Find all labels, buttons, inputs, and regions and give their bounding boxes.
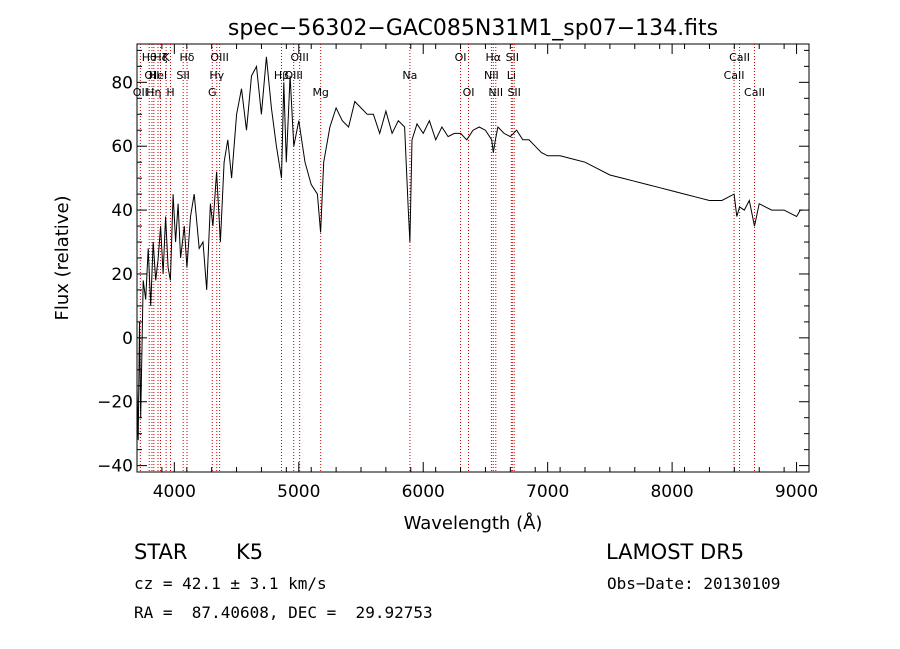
x-tick-label: 6000 bbox=[402, 482, 445, 502]
line-label: SII bbox=[506, 51, 519, 64]
x-tick-label: 9000 bbox=[775, 482, 818, 502]
line-label: H bbox=[166, 86, 174, 99]
x-axis-label: Wavelength (Å) bbox=[404, 512, 543, 534]
y-tick-label: −40 bbox=[97, 457, 133, 477]
y-tick-label: −20 bbox=[97, 393, 133, 413]
x-axis-ticks: 4000 5000 6000 7000 8000 9000 bbox=[136, 44, 818, 502]
line-label: OI bbox=[463, 86, 475, 99]
y-tick-label: 0 bbox=[122, 329, 133, 349]
object-subclass: K5 bbox=[236, 540, 264, 564]
spectrum-line bbox=[136, 56, 803, 441]
line-label: Hθ bbox=[142, 51, 157, 64]
line-label: Hβ bbox=[274, 69, 289, 82]
y-axis-label: Flux (relative) bbox=[52, 195, 73, 320]
line-label: Hη bbox=[146, 86, 161, 99]
line-label: Hγ bbox=[209, 69, 224, 82]
x-tick-label: 7000 bbox=[526, 482, 569, 502]
line-label: Hα bbox=[486, 51, 502, 64]
line-label: HeI bbox=[149, 69, 167, 82]
y-tick-label: 20 bbox=[111, 265, 133, 285]
survey-name: LAMOST DR5 bbox=[606, 540, 745, 564]
line-label: OI bbox=[455, 51, 467, 64]
line-label: Mg bbox=[312, 86, 328, 99]
y-tick-label: 40 bbox=[111, 201, 133, 221]
line-label: Hζ bbox=[153, 51, 167, 64]
x-tick-label: 8000 bbox=[650, 482, 693, 502]
y-tick-label: 80 bbox=[111, 73, 133, 93]
line-label: G bbox=[208, 86, 217, 99]
line-label: OII bbox=[133, 86, 148, 99]
line-label: CaII bbox=[724, 69, 745, 82]
line-label: Na bbox=[402, 69, 417, 82]
x-tick-label: 4000 bbox=[153, 482, 196, 502]
observation-date: Obs−Date: 20130109 bbox=[607, 574, 781, 593]
line-label: OIII bbox=[210, 51, 228, 64]
coordinates: RA = 87.40608, DEC = 29.92753 bbox=[134, 603, 433, 622]
line-label: OIII bbox=[290, 51, 308, 64]
line-label: Li bbox=[507, 69, 516, 82]
line-label: SII bbox=[507, 86, 520, 99]
line-label: OIII bbox=[284, 69, 302, 82]
y-tick-label: 60 bbox=[111, 137, 133, 157]
emission-line-markers bbox=[139, 44, 755, 472]
emission-line-labels: OIIHθOIIHηHeIHζKHSIIHδGHγOIIIHβOIIIOIIIM… bbox=[133, 51, 765, 99]
x-tick-label: 5000 bbox=[277, 482, 320, 502]
line-label: SII bbox=[176, 69, 189, 82]
line-label: CaII bbox=[744, 86, 765, 99]
object-class: STAR bbox=[134, 540, 188, 564]
line-label: NII bbox=[484, 69, 499, 82]
redshift-info: cz = 42.1 ± 3.1 km/s bbox=[134, 574, 327, 593]
chart-title: spec−56302−GAC085N31M1_sp07−134.fits bbox=[228, 16, 718, 41]
y-axis-ticks: −40 −20 0 20 40 60 80 bbox=[97, 49, 809, 477]
line-label: Hδ bbox=[180, 51, 195, 64]
line-label: NII bbox=[488, 86, 503, 99]
line-label: K bbox=[163, 51, 171, 64]
line-label: CaII bbox=[729, 51, 750, 64]
line-label: OII bbox=[144, 69, 159, 82]
